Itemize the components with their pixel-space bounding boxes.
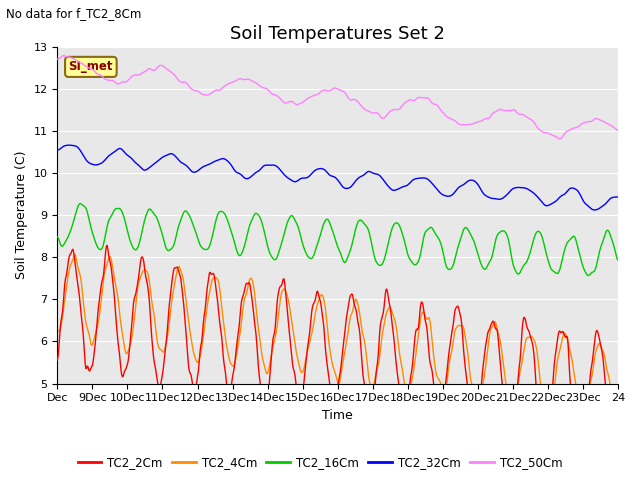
TC2_50Cm xyxy=(614,127,621,133)
TC2_4Cm xyxy=(120,341,128,347)
Y-axis label: Soil Temperature (C): Soil Temperature (C) xyxy=(15,151,28,279)
TC2_50Cm xyxy=(251,79,259,85)
TC2_50Cm xyxy=(396,106,404,111)
Title: Soil Temperatures Set 2: Soil Temperatures Set 2 xyxy=(230,24,445,43)
TC2_32Cm xyxy=(614,194,621,200)
TC2_2Cm xyxy=(272,315,280,321)
TC2_50Cm xyxy=(223,82,231,87)
TC2_50Cm xyxy=(54,56,61,62)
Line: TC2_16Cm: TC2_16Cm xyxy=(58,204,618,276)
TC2_32Cm xyxy=(251,170,259,176)
Line: TC2_2Cm: TC2_2Cm xyxy=(58,245,618,448)
Text: No data for f_TC2_8Cm: No data for f_TC2_8Cm xyxy=(6,7,142,20)
TC2_4Cm xyxy=(223,345,231,350)
Legend: TC2_2Cm, TC2_4Cm, TC2_16Cm, TC2_32Cm, TC2_50Cm: TC2_2Cm, TC2_4Cm, TC2_16Cm, TC2_32Cm, TC… xyxy=(73,452,567,474)
TC2_2Cm xyxy=(120,371,128,376)
TC2_16Cm xyxy=(396,224,404,230)
TC2_50Cm xyxy=(60,53,67,59)
TC2_16Cm xyxy=(272,256,280,262)
TC2_2Cm xyxy=(428,365,435,371)
TC2_50Cm xyxy=(272,92,280,98)
TC2_32Cm xyxy=(54,147,61,153)
TC2_32Cm xyxy=(428,180,435,186)
TC2_16Cm xyxy=(614,257,621,263)
TC2_32Cm xyxy=(272,163,280,168)
TC2_4Cm xyxy=(54,329,61,335)
X-axis label: Time: Time xyxy=(323,409,353,422)
TC2_4Cm xyxy=(251,291,259,297)
TC2_16Cm xyxy=(54,234,61,240)
TC2_16Cm xyxy=(585,273,593,278)
TC2_4Cm xyxy=(272,331,280,337)
TC2_2Cm xyxy=(103,242,111,248)
TC2_4Cm xyxy=(396,355,404,360)
TC2_32Cm xyxy=(65,142,73,148)
Text: SI_met: SI_met xyxy=(68,60,113,73)
TC2_2Cm xyxy=(54,357,61,363)
TC2_2Cm xyxy=(251,321,259,326)
Line: TC2_4Cm: TC2_4Cm xyxy=(58,254,618,416)
Line: TC2_50Cm: TC2_50Cm xyxy=(58,56,618,139)
TC2_32Cm xyxy=(591,207,598,213)
TC2_32Cm xyxy=(396,185,404,191)
TC2_16Cm xyxy=(76,201,84,206)
TC2_2Cm xyxy=(613,445,621,451)
TC2_50Cm xyxy=(556,136,563,142)
TC2_2Cm xyxy=(396,389,404,395)
TC2_50Cm xyxy=(120,79,128,85)
TC2_50Cm xyxy=(428,99,435,105)
TC2_16Cm xyxy=(223,216,231,222)
TC2_4Cm xyxy=(71,252,79,257)
TC2_4Cm xyxy=(611,413,619,419)
TC2_4Cm xyxy=(614,411,621,417)
TC2_32Cm xyxy=(223,157,231,163)
TC2_16Cm xyxy=(251,211,259,217)
TC2_16Cm xyxy=(120,214,128,220)
Line: TC2_32Cm: TC2_32Cm xyxy=(58,145,618,210)
TC2_2Cm xyxy=(223,384,231,390)
TC2_2Cm xyxy=(614,445,621,451)
TC2_16Cm xyxy=(428,225,435,230)
TC2_4Cm xyxy=(428,332,435,337)
TC2_32Cm xyxy=(120,149,128,155)
